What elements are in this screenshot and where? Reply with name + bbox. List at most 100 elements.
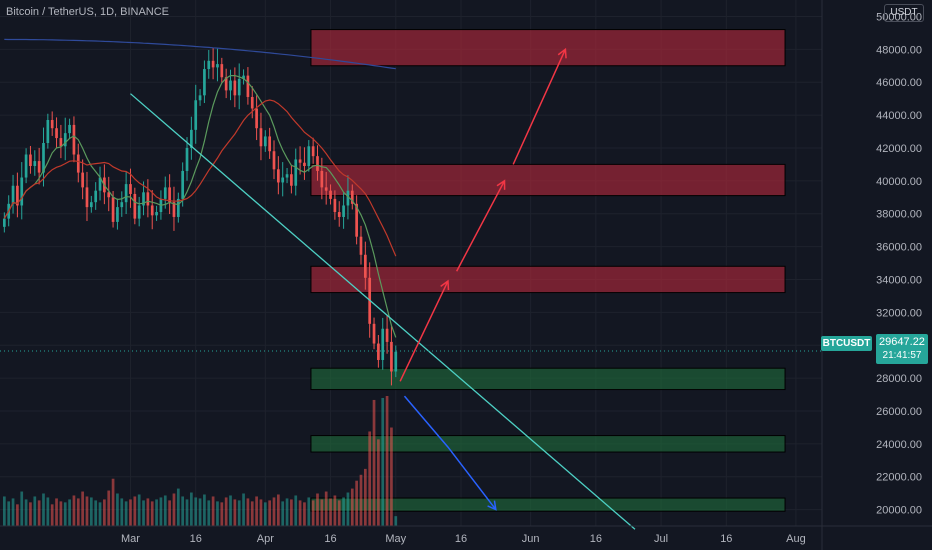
bullish-arrow-2 [456, 180, 506, 272]
bullish-arrow-1-head [440, 279, 450, 291]
resistance-zone-0 [310, 29, 786, 67]
volume-bar [116, 493, 119, 526]
volume-bar [355, 480, 358, 526]
candle [307, 146, 311, 167]
time-tick-label: 16 [720, 533, 732, 545]
volume-bar [324, 491, 328, 526]
candle [355, 203, 358, 237]
volume-bar [94, 500, 98, 526]
volume-bar [268, 500, 271, 526]
volume-bar [359, 474, 363, 526]
time-tick-label: Jun [522, 533, 540, 545]
volume-bar [133, 496, 137, 526]
candle [20, 177, 24, 206]
volume-bar [142, 500, 145, 526]
candle [298, 159, 302, 163]
volume-bar [203, 494, 206, 526]
volume-bar [350, 488, 354, 526]
candle [381, 328, 385, 360]
volume-bar [150, 501, 154, 526]
last-price-value: 29647.22 [879, 336, 925, 348]
bullish-arrow-2-head [496, 179, 506, 190]
time-tick-label: Apr [257, 533, 274, 545]
candle [133, 193, 137, 219]
volume-bar [220, 502, 224, 526]
candle [263, 136, 267, 147]
candle [11, 185, 15, 204]
time-tick-label: 16 [590, 533, 602, 545]
candle [176, 198, 180, 217]
candle [42, 143, 45, 173]
volume-bar [277, 494, 280, 526]
price-tick-label: 46000.00 [876, 77, 922, 89]
currency-button[interactable]: USDT [884, 4, 924, 22]
candle [98, 177, 102, 191]
bar-countdown: 21:41:57 [882, 350, 922, 361]
resistance-zone-1 [310, 163, 786, 197]
volume-bar [342, 497, 345, 526]
candle [285, 174, 289, 178]
support-zone-3 [310, 367, 786, 391]
volume-bar [185, 499, 189, 526]
price-tick-label: 50000.00 [876, 11, 922, 23]
volume-bar [229, 495, 232, 526]
candle [185, 147, 189, 171]
volume-bar [190, 492, 193, 526]
volume-bar [337, 500, 341, 526]
candle [181, 170, 185, 199]
volume-bar [68, 499, 71, 526]
volume-bar [377, 439, 380, 526]
volume-bar [211, 496, 215, 526]
candle [385, 328, 389, 342]
time-tick-label: 16 [455, 533, 467, 545]
price-tick-label: 22000.00 [876, 472, 922, 484]
volume-bar [385, 396, 389, 526]
volume-bar [63, 502, 67, 526]
candle [163, 187, 167, 199]
volume-bar [20, 491, 24, 526]
candle [294, 159, 298, 186]
price-tick-label: 26000.00 [876, 406, 922, 418]
candle [224, 77, 228, 91]
volume-bar [176, 488, 180, 526]
volume-bar [46, 497, 50, 526]
candle [359, 236, 363, 255]
candle [116, 207, 119, 222]
candle [203, 69, 206, 96]
volume-bar [89, 497, 93, 526]
volume-bar [207, 500, 211, 526]
volume-bar [59, 501, 63, 526]
candle [250, 96, 254, 109]
volume-bar [237, 500, 241, 526]
volume-bar [281, 501, 285, 526]
candle [211, 60, 215, 68]
candle [68, 124, 71, 134]
volume-bar [333, 495, 337, 526]
volume-bar [194, 497, 198, 526]
candle [324, 187, 328, 191]
volume-bar [224, 497, 228, 526]
candle [316, 156, 319, 171]
volume-bar [137, 494, 141, 526]
volume-bar [368, 431, 372, 526]
candle [59, 138, 63, 147]
volume-bar [390, 427, 393, 526]
volume-bar [163, 495, 167, 526]
candle [194, 100, 198, 130]
volume-bar [307, 497, 311, 526]
time-tick-label: Aug [786, 533, 806, 545]
candle [233, 80, 237, 96]
candle [311, 146, 315, 157]
volume-bar [103, 499, 106, 526]
candle [63, 133, 67, 147]
volume-bar [311, 500, 315, 526]
candle [168, 187, 171, 203]
volume-bar [294, 495, 298, 526]
volume-bar [42, 493, 45, 526]
price-tick-label: 32000.00 [876, 307, 922, 319]
volume-bar [290, 499, 293, 526]
candle [111, 197, 115, 222]
price-tick-label: 28000.00 [876, 373, 922, 385]
descending-trendline [130, 93, 636, 530]
